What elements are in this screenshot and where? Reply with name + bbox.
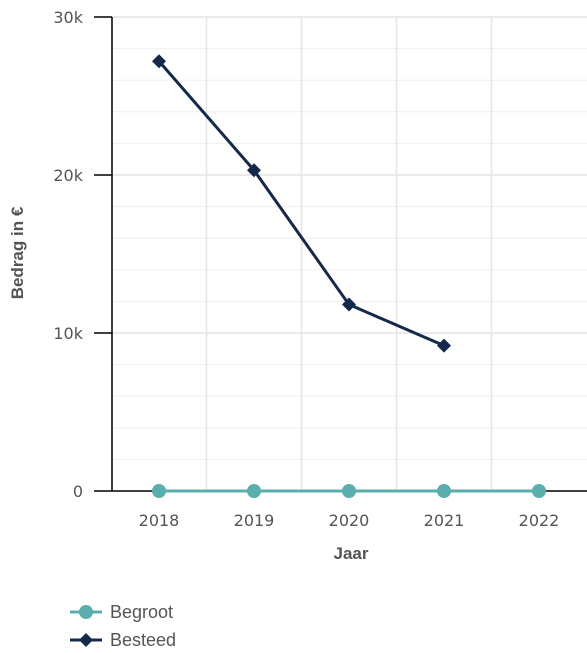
series-group (152, 54, 546, 498)
grid-lines (112, 16, 587, 491)
series-begroot (152, 484, 546, 498)
data-point (437, 338, 451, 353)
y-axis-title: Bedrag in € (8, 206, 27, 299)
x-tick-label: 2022 (519, 511, 560, 530)
y-tick-label: 20k (53, 166, 83, 185)
legend-item-begroot[interactable]: Begroot (70, 602, 173, 622)
x-tick-label: 2019 (234, 511, 275, 530)
data-point (342, 297, 356, 312)
tick-labels: 0 10k 20k 30k 2018 2019 2020 2021 2022 (53, 8, 559, 530)
x-tick-label: 2020 (329, 511, 370, 530)
data-point (532, 484, 546, 498)
x-tick-label: 2018 (139, 511, 180, 530)
series-besteed (152, 54, 451, 353)
legend-marker-icon (79, 605, 93, 619)
y-tick-label: 10k (53, 324, 83, 343)
y-tick-label: 30k (53, 8, 83, 27)
x-tick-label: 2021 (424, 511, 465, 530)
x-axis-title: Jaar (334, 544, 369, 563)
data-point (342, 484, 356, 498)
data-point (152, 484, 166, 498)
data-point (437, 484, 451, 498)
legend-label: Begroot (110, 602, 173, 622)
series-line (157, 60, 445, 348)
data-point (247, 163, 261, 178)
legend-item-besteed[interactable]: Besteed (70, 630, 176, 650)
legend-label: Besteed (110, 630, 176, 650)
y-tick-label: 0 (73, 482, 83, 501)
legend-marker-icon (79, 633, 93, 647)
axes (94, 16, 587, 492)
legend[interactable]: Begroot Besteed (70, 602, 176, 650)
data-point (247, 484, 261, 498)
data-point (152, 54, 166, 69)
